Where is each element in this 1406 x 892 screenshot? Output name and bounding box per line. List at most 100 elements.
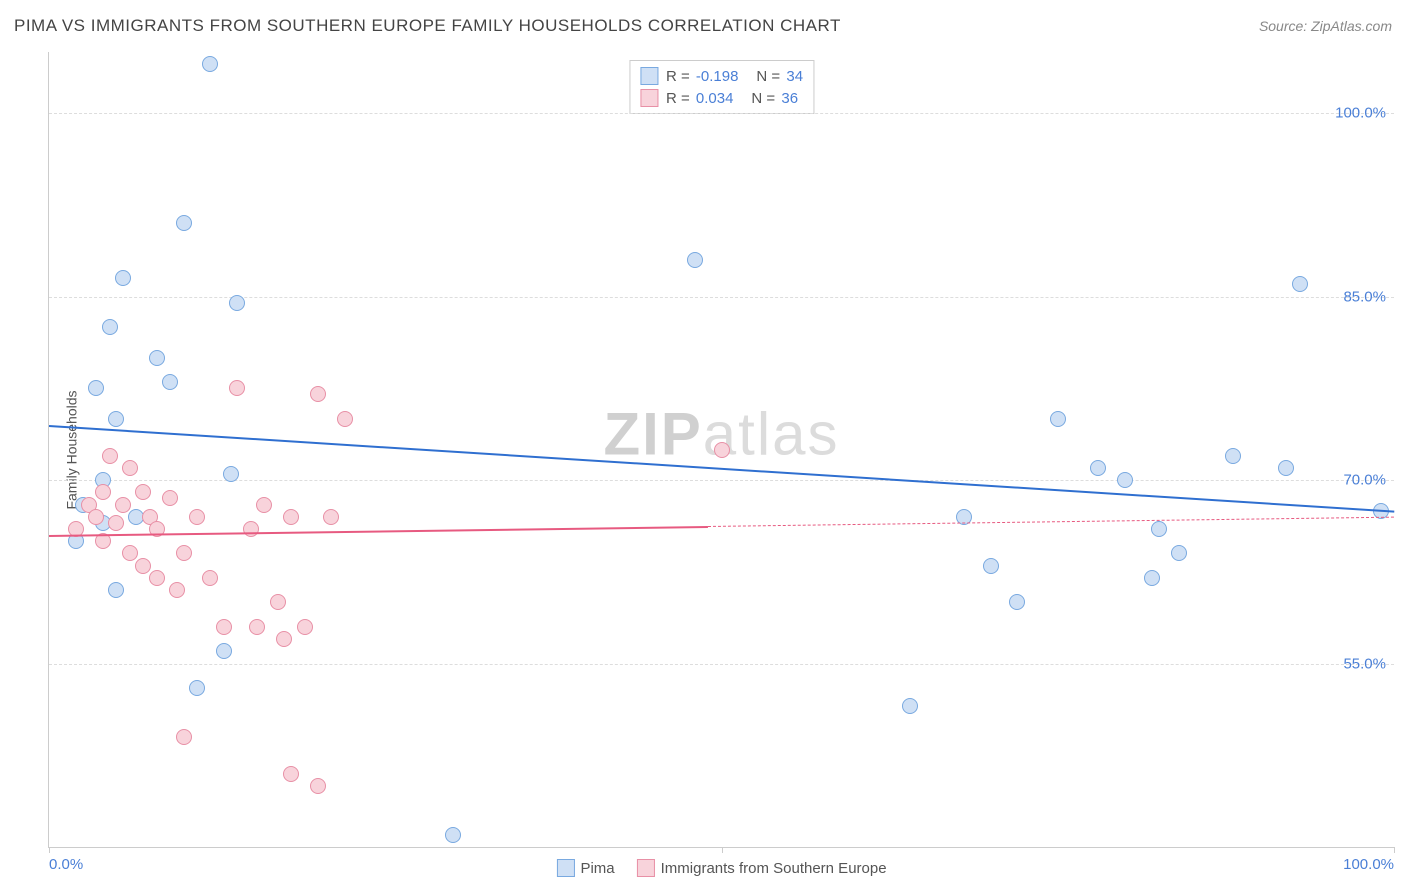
legend-n-label: N = 36 [751, 90, 798, 107]
data-point [149, 570, 165, 586]
data-point [88, 509, 104, 525]
x-tick-label: 100.0% [1343, 856, 1394, 873]
data-point [1117, 472, 1133, 488]
source-prefix: Source: [1259, 18, 1311, 34]
legend-r-value: -0.198 [696, 68, 739, 85]
data-point [135, 558, 151, 574]
data-point [162, 490, 178, 506]
data-point [283, 509, 299, 525]
data-point [687, 252, 703, 268]
data-point [115, 497, 131, 513]
data-point [162, 374, 178, 390]
data-point [323, 509, 339, 525]
legend-series: Pima Immigrants from Southern Europe [556, 859, 886, 877]
legend-n-label: N = 34 [756, 68, 803, 85]
legend-series-item: Pima [556, 859, 614, 877]
legend-series-label: Pima [580, 860, 614, 877]
legend-series-label: Immigrants from Southern Europe [661, 860, 887, 877]
legend-swatch [556, 859, 574, 877]
data-point [229, 295, 245, 311]
y-tick-label: 85.0% [1343, 288, 1386, 305]
plot-area: ZIPatlas R = -0.198 N = 34 R = 0.034 N = 36… [48, 52, 1394, 848]
gridline [49, 480, 1394, 481]
data-point [1009, 594, 1025, 610]
data-point [189, 680, 205, 696]
data-point [902, 698, 918, 714]
legend-n-value: 36 [781, 90, 798, 107]
data-point [88, 380, 104, 396]
gridline [49, 664, 1394, 665]
data-point [283, 766, 299, 782]
data-point [216, 643, 232, 659]
data-point [102, 319, 118, 335]
regression-line [49, 425, 1394, 513]
watermark: ZIPatlas [603, 399, 839, 468]
legend-n-value: 34 [786, 68, 803, 85]
data-point [310, 386, 326, 402]
x-tick-mark [722, 847, 723, 853]
regression-line [708, 517, 1394, 527]
data-point [1171, 545, 1187, 561]
legend-swatch [637, 859, 655, 877]
legend-r-value: 0.034 [696, 90, 734, 107]
data-point [1151, 521, 1167, 537]
y-tick-label: 100.0% [1335, 105, 1386, 122]
source-attribution: Source: ZipAtlas.com [1259, 18, 1392, 34]
data-point [983, 558, 999, 574]
data-point [108, 582, 124, 598]
data-point [714, 442, 730, 458]
data-point [1144, 570, 1160, 586]
chart-title: PIMA VS IMMIGRANTS FROM SOUTHERN EUROPE … [14, 16, 841, 36]
data-point [176, 545, 192, 561]
gridline [49, 113, 1394, 114]
data-point [95, 484, 111, 500]
chart-container: Family Households ZIPatlas R = -0.198N =… [48, 52, 1394, 848]
data-point [243, 521, 259, 537]
data-point [122, 545, 138, 561]
data-point [270, 594, 286, 610]
y-tick-label: 55.0% [1343, 655, 1386, 672]
data-point [135, 484, 151, 500]
data-point [102, 448, 118, 464]
legend-stat-row: R = -0.198 N = 34 [640, 65, 803, 87]
legend-r-label: R = 0.034 [666, 90, 733, 107]
data-point [297, 619, 313, 635]
gridline [49, 297, 1394, 298]
data-point [1090, 460, 1106, 476]
data-point [108, 411, 124, 427]
data-point [276, 631, 292, 647]
data-point [176, 215, 192, 231]
data-point [202, 570, 218, 586]
legend-swatch [640, 67, 658, 85]
data-point [149, 350, 165, 366]
source-name: ZipAtlas.com [1311, 18, 1392, 34]
data-point [115, 270, 131, 286]
data-point [1292, 276, 1308, 292]
data-point [310, 778, 326, 794]
data-point [249, 619, 265, 635]
x-tick-mark [1394, 847, 1395, 853]
legend-r-label: R = -0.198 [666, 68, 738, 85]
data-point [176, 729, 192, 745]
data-point [223, 466, 239, 482]
chart-header: PIMA VS IMMIGRANTS FROM SOUTHERN EUROPE … [14, 16, 1392, 36]
legend-stat-row: R = 0.034 N = 36 [640, 87, 803, 109]
data-point [256, 497, 272, 513]
data-point [1225, 448, 1241, 464]
data-point [229, 380, 245, 396]
data-point [1050, 411, 1066, 427]
data-point [445, 827, 461, 843]
data-point [189, 509, 205, 525]
x-tick-mark [49, 847, 50, 853]
legend-swatch [640, 89, 658, 107]
data-point [169, 582, 185, 598]
data-point [216, 619, 232, 635]
watermark-part1: ZIP [603, 400, 702, 467]
data-point [202, 56, 218, 72]
data-point [108, 515, 124, 531]
data-point [337, 411, 353, 427]
x-tick-label: 0.0% [49, 856, 83, 873]
data-point [122, 460, 138, 476]
legend-series-item: Immigrants from Southern Europe [637, 859, 887, 877]
legend-stats: R = -0.198 N = 34 R = 0.034 N = 36 [629, 60, 814, 114]
